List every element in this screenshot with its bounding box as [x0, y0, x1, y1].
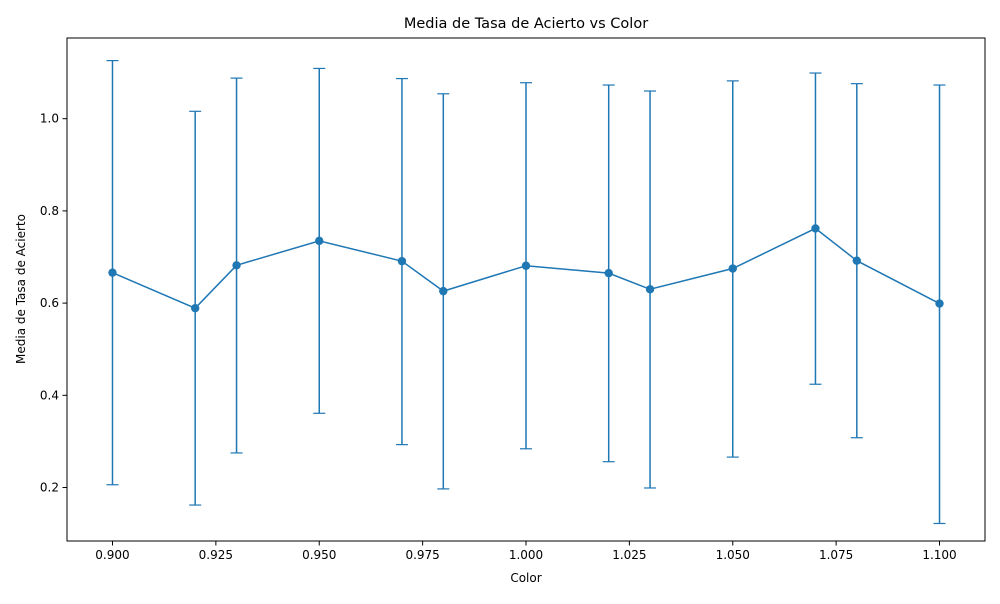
- x-tick-label: 0.925: [199, 548, 233, 562]
- data-point: [521, 261, 531, 270]
- data-point: [190, 303, 200, 313]
- data-point: [852, 256, 862, 265]
- y-tick-label: 1.0: [40, 112, 59, 126]
- data-point: [315, 236, 324, 246]
- data-point: [728, 264, 737, 273]
- data-point: [439, 286, 448, 296]
- x-tick-label: 1.000: [509, 548, 543, 562]
- y-tick-label: 0.8: [40, 204, 59, 218]
- y-tick-label: 0.2: [40, 481, 59, 495]
- plot-area: [106, 59, 946, 525]
- data-point: [935, 299, 944, 308]
- x-tick-label: 1.100: [922, 548, 956, 562]
- data-point: [645, 285, 655, 294]
- data-point: [232, 261, 241, 270]
- data-point: [604, 268, 613, 278]
- y-axis-label: Media de Tasa de Acierto: [14, 214, 28, 364]
- x-tick-label: 0.975: [405, 548, 439, 562]
- y-tick-label: 0.4: [40, 388, 59, 402]
- axes: 0.900 0.925 0.950 0.975 1.000 1.025 1.050 1.075…: [40, 37, 986, 562]
- x-axis-label: Color: [510, 571, 541, 585]
- x-tick-label: 1.075: [819, 548, 853, 562]
- data-point: [811, 224, 820, 233]
- chart-title: Media de Tasa de Acierto vs Color: [404, 16, 648, 32]
- x-tick-label: 1.050: [716, 548, 750, 562]
- x-tick-label: 1.025: [612, 548, 646, 562]
- y-tick-label: 0.6: [40, 296, 59, 310]
- data-point: [108, 268, 117, 277]
- x-tick-label: 0.950: [302, 548, 336, 562]
- x-tick-label: 0.900: [95, 548, 129, 562]
- data-point: [397, 256, 407, 266]
